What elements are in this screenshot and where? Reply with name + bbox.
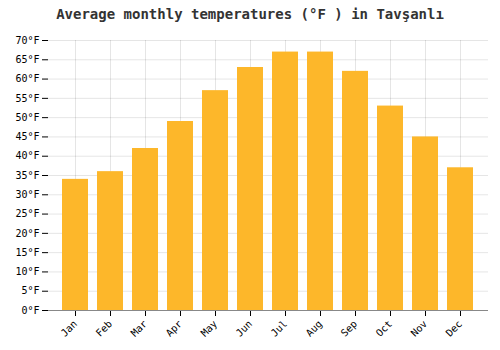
html-text:Average monthly temperatures (: Average monthly temperatures (°F ) in Ta… [56, 6, 444, 22]
svg-text:15°F: 15°F [15, 247, 39, 258]
svg-text:Apr: Apr [164, 318, 185, 339]
svg-text:Oct: Oct [374, 318, 395, 339]
svg-text:May: May [199, 318, 220, 339]
svg-text:55°F: 55°F [15, 93, 39, 104]
svg-text:35°F: 35°F [15, 170, 39, 181]
svg-text:Aug: Aug [304, 318, 325, 339]
svg-text:65°F: 65°F [15, 54, 39, 65]
svg-text:Jul: Jul [269, 318, 290, 339]
svg-text:20°F: 20°F [15, 228, 39, 239]
svg-text:0°F: 0°F [21, 305, 39, 316]
svg-text:40°F: 40°F [15, 150, 39, 161]
svg-text:45°F: 45°F [15, 131, 39, 142]
svg-text:5°F: 5°F [21, 285, 39, 296]
svg-text:Jun: Jun [234, 318, 255, 339]
svg-text:Jan: Jan [59, 318, 80, 339]
svg-text:30°F: 30°F [15, 189, 39, 200]
svg-text:60°F: 60°F [15, 73, 39, 84]
svg-text:Sep: Sep [339, 318, 360, 339]
svg-text:Dec: Dec [444, 318, 465, 339]
svg-text:Nov: Nov [409, 318, 430, 339]
svg-text:50°F: 50°F [15, 112, 39, 123]
svg-text:25°F: 25°F [15, 208, 39, 219]
svg-text:10°F: 10°F [15, 266, 39, 277]
svg-text:Feb: Feb [94, 318, 115, 339]
svg-text:Mar: Mar [129, 318, 150, 339]
svg-text:70°F: 70°F [15, 35, 39, 46]
